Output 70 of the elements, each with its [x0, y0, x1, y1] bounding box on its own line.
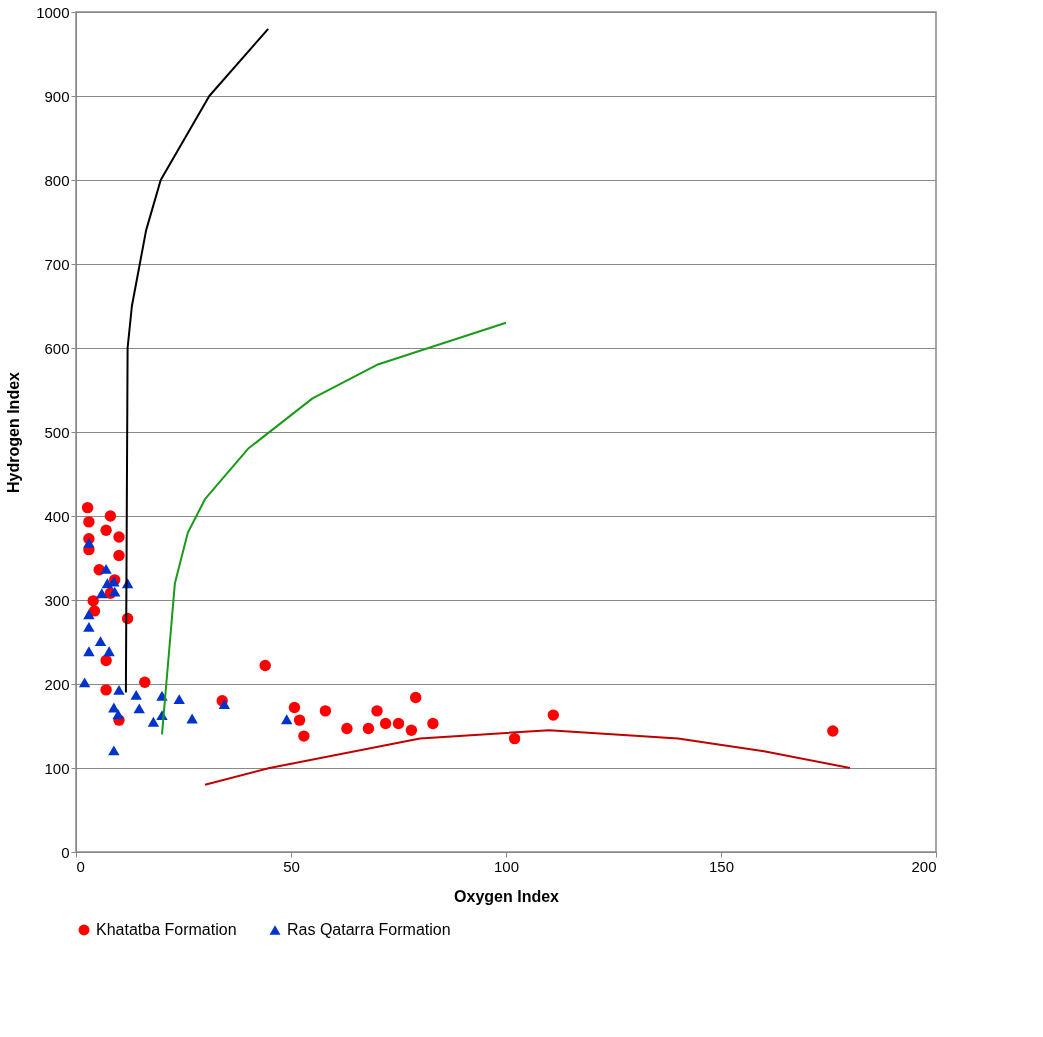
y-tick-label: 600 [44, 339, 70, 357]
point [392, 717, 405, 730]
point [298, 730, 310, 742]
point [827, 725, 839, 737]
point [133, 703, 145, 714]
point [113, 549, 125, 562]
y-tick-label: 300 [44, 591, 70, 609]
point [83, 516, 95, 528]
legend-label: Ras Qatarra Formation [287, 921, 451, 938]
point [88, 605, 101, 617]
x-tick-label: 50 [283, 857, 300, 875]
point [113, 684, 125, 695]
y-tick-label: 0 [61, 843, 70, 861]
point [139, 676, 151, 689]
y-tick-label: 700 [44, 255, 70, 273]
point [259, 659, 271, 672]
y-tick-label: 100 [44, 759, 70, 777]
point [410, 691, 422, 704]
point [109, 586, 121, 597]
point [379, 717, 392, 730]
point [100, 654, 112, 667]
point [508, 732, 521, 745]
x-tick-label: 150 [708, 857, 735, 875]
point [104, 510, 117, 522]
point [371, 705, 383, 717]
point [405, 724, 418, 736]
point [100, 563, 112, 574]
point [147, 716, 160, 727]
point [112, 709, 124, 720]
y-axis-title: Hydrogen Index [5, 371, 23, 493]
point [186, 713, 198, 724]
point [173, 694, 185, 705]
y-tick-label: 1000 [36, 3, 70, 21]
point [319, 705, 332, 717]
y-tick-label: 800 [44, 171, 70, 189]
line-series [204, 729, 851, 786]
point [94, 636, 107, 647]
y-tick-label: 400 [44, 507, 70, 525]
x-tick-label: 200 [911, 857, 937, 875]
point [293, 714, 306, 726]
legend-label: Khatatba Formation [96, 921, 237, 938]
x-tick-label: 0 [76, 857, 85, 875]
x-tick-label: 100 [493, 857, 520, 875]
point [113, 531, 125, 543]
point [362, 722, 375, 735]
point [83, 537, 95, 548]
point [81, 501, 94, 514]
point [108, 745, 120, 756]
point [427, 717, 439, 730]
point [100, 524, 112, 536]
point [547, 709, 559, 721]
point [78, 677, 91, 688]
point [83, 621, 95, 632]
point [218, 699, 231, 710]
y-tick-label: 900 [44, 87, 70, 105]
point [96, 588, 108, 599]
point [103, 646, 115, 657]
point [130, 689, 142, 700]
point [83, 609, 95, 620]
line-series [161, 321, 507, 736]
y-tick-label: 200 [44, 675, 70, 693]
y-tick-label: 500 [44, 423, 70, 441]
point [341, 722, 353, 735]
point [288, 701, 301, 714]
point [101, 578, 114, 589]
point [281, 714, 293, 725]
point [100, 684, 112, 696]
x-axis-title: Oxygen Index [454, 887, 560, 905]
point [83, 646, 95, 657]
point [87, 595, 99, 607]
